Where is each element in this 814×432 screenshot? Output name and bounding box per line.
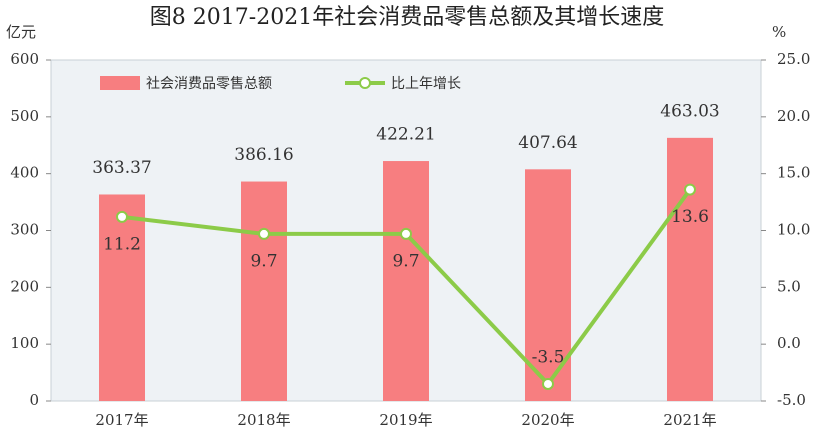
line-marker: [542, 377, 554, 390]
y-tick-label: 600: [10, 50, 39, 68]
bar: [667, 137, 713, 402]
legend-label: 社会消费品零售总额: [146, 76, 272, 92]
y2-tick-label: 20.0: [777, 107, 810, 125]
y-tick-label: 100: [10, 334, 39, 352]
legend-marker: [359, 77, 371, 89]
bar: [383, 161, 429, 401]
y-axis-label: 亿元: [6, 23, 36, 41]
line-label: 9.7: [250, 251, 277, 271]
y2-tick-label: 10.0: [777, 221, 810, 239]
x-tick-label: 2017年: [95, 411, 148, 429]
line-marker: [400, 227, 412, 240]
line-marker: [684, 183, 696, 196]
y-tick-label: 400: [10, 164, 39, 182]
y-tick-label: 0: [29, 391, 39, 409]
line-label: 11.2: [103, 234, 141, 254]
y2-tick-label: -5.0: [777, 391, 806, 409]
line-marker: [258, 227, 270, 240]
x-tick-label: 2021年: [663, 411, 716, 429]
y2-tick-label: 25.0: [777, 50, 810, 68]
legend-label: 比上年增长: [391, 76, 461, 92]
y2-axis-label: %: [772, 23, 786, 41]
y-tick-label: 200: [10, 277, 39, 295]
bar: [99, 194, 145, 401]
y2-tick-label: 15.0: [777, 164, 810, 182]
y-tick-label: 300: [10, 221, 39, 239]
y-tick-label: 500: [10, 107, 39, 125]
bar: [241, 181, 287, 401]
y2-tick-label: 5.0: [777, 277, 801, 295]
line-marker: [116, 210, 128, 223]
line-label: 13.6: [671, 207, 709, 227]
line-label: 9.7: [392, 251, 419, 271]
x-tick-label: 2019年: [379, 411, 432, 429]
bar-label: 407.64: [518, 133, 577, 153]
x-tick-label: 2020年: [521, 411, 574, 429]
bar-label: 386.16: [234, 145, 293, 165]
bar-label: 463.03: [660, 101, 719, 121]
x-tick-label: 2018年: [237, 411, 290, 429]
bar-label: 422.21: [376, 125, 435, 145]
chart-title: 图8 2017-2021年社会消费品零售总额及其增长速度: [150, 5, 664, 30]
line-label: -3.5: [532, 347, 565, 367]
y2-tick-label: 0.0: [777, 334, 801, 352]
bar-label: 363.37: [92, 158, 151, 178]
legend-swatch: [100, 76, 140, 90]
